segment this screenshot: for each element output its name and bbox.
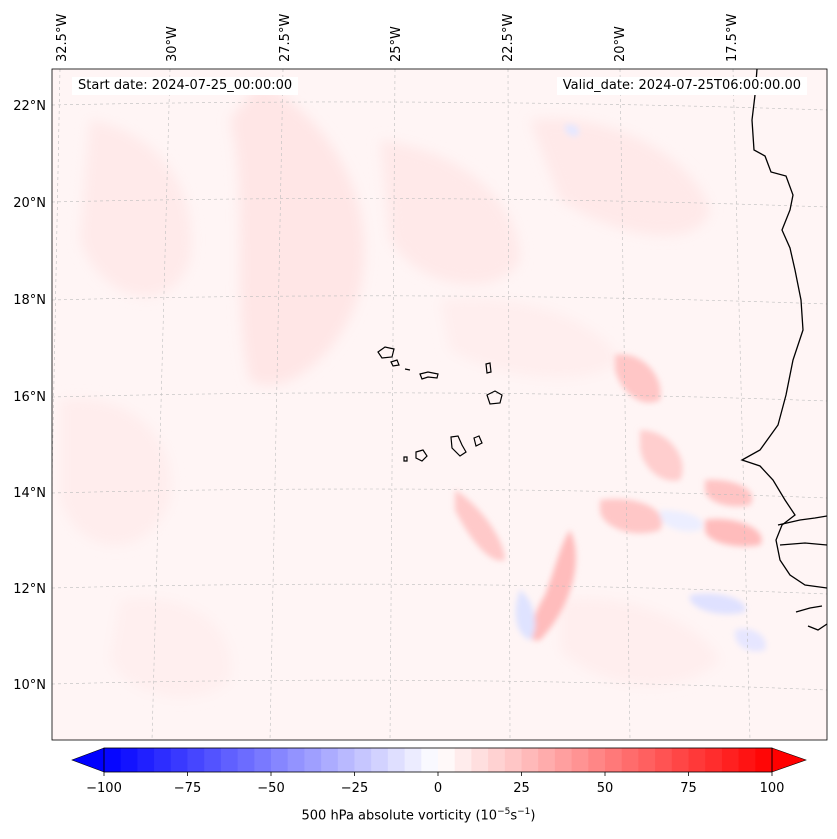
start-date-label: Start date: 2024-07-25_00:00:00 bbox=[72, 77, 299, 95]
colorbar-segment bbox=[705, 748, 723, 772]
colorbar-tick-label: −50 bbox=[257, 781, 284, 796]
colorbar-extend-low bbox=[71, 747, 105, 773]
colorbar-segment bbox=[137, 748, 155, 772]
colorbar-label-exponent: −5 bbox=[497, 807, 511, 817]
colorbar-segment bbox=[170, 748, 189, 772]
latitude-labels: 22°N 20°N 18°N 16°N 14°N 12°N 10°N bbox=[13, 99, 46, 693]
colorbar-label: 500 hPa absolute vorticity (10−5s−1) bbox=[0, 807, 837, 823]
colorbar-label-unit: s bbox=[510, 808, 518, 824]
map-frame bbox=[51, 68, 828, 741]
valid-date-label: Valid_date: 2024-07-25T06:00:00.00 bbox=[556, 77, 807, 95]
colorbar-segment bbox=[571, 748, 589, 772]
lat-label: 14°N bbox=[13, 486, 46, 501]
colorbar-segment bbox=[755, 748, 773, 772]
colorbar-segment bbox=[404, 748, 422, 772]
colorbar-segment bbox=[254, 748, 272, 772]
colorbar-segment bbox=[354, 748, 372, 772]
colorbar-label-prefix: 500 hPa absolute vorticity (10 bbox=[301, 808, 498, 824]
colorbar-segment bbox=[104, 748, 122, 772]
map-panel bbox=[52, 69, 827, 740]
colorbar-tick-label: −100 bbox=[86, 781, 122, 796]
coastlines bbox=[740, 69, 827, 631]
island-boa-vista bbox=[486, 390, 503, 405]
colorbar-segment bbox=[438, 748, 456, 772]
colorbar-segment bbox=[220, 748, 239, 772]
colorbar-segments bbox=[104, 748, 773, 772]
colorbar-segment bbox=[588, 748, 606, 772]
colorbar-segment bbox=[387, 748, 406, 772]
map-gridlines bbox=[52, 69, 827, 740]
lat-label: 16°N bbox=[13, 390, 46, 405]
colorbar-segment bbox=[504, 748, 523, 772]
colorbar-segment bbox=[287, 748, 305, 772]
island-sal bbox=[485, 362, 492, 374]
colorbar-tick-label: −25 bbox=[341, 781, 368, 796]
colorbar-segment bbox=[421, 748, 439, 772]
colorbar-segment bbox=[271, 748, 289, 772]
colorbar-segment bbox=[337, 748, 356, 772]
longitude-labels: 32.5°W 30°W 27.5°W 25°W 22.5°W 20°W 17.5… bbox=[55, 14, 740, 62]
lat-label: 22°N bbox=[13, 99, 46, 114]
island-santa-luzia bbox=[404, 368, 411, 371]
colorbar-tick-label: 100 bbox=[760, 781, 785, 796]
colorbar-segment bbox=[371, 748, 389, 772]
colorbar-segment bbox=[721, 748, 740, 772]
colorbar-segment bbox=[738, 748, 756, 772]
colorbar-segment bbox=[187, 748, 205, 772]
colorbar-segment bbox=[621, 748, 639, 772]
colorbar-segment bbox=[154, 748, 172, 772]
lon-label: 32.5°W bbox=[55, 14, 70, 62]
colorbar-label-suffix: ) bbox=[530, 808, 536, 824]
vorticity-field-strong bbox=[455, 124, 766, 652]
colorbar-ticks bbox=[103, 772, 773, 776]
colorbar-segment bbox=[120, 748, 138, 772]
colorbar-segment bbox=[237, 748, 255, 772]
africa-coastline bbox=[740, 69, 827, 589]
colorbar-segment bbox=[454, 748, 472, 772]
vorticity-field bbox=[60, 80, 720, 698]
lat-label: 10°N bbox=[13, 678, 46, 693]
colorbar-segment bbox=[554, 748, 573, 772]
lat-label: 20°N bbox=[13, 196, 46, 211]
lat-label: 18°N bbox=[13, 293, 46, 308]
colorbar-label-exponent: −1 bbox=[517, 807, 531, 817]
colorbar-segment bbox=[521, 748, 539, 772]
lon-label: 22.5°W bbox=[501, 14, 516, 62]
colorbar-segment bbox=[471, 748, 489, 772]
colorbar-segment bbox=[671, 748, 690, 772]
colorbar-segment bbox=[304, 748, 322, 772]
lat-label: 12°N bbox=[13, 582, 46, 597]
island-fogo bbox=[415, 449, 428, 462]
island-maio bbox=[473, 435, 483, 447]
lon-label: 27.5°W bbox=[278, 14, 293, 62]
colorbar-extend-high bbox=[771, 747, 807, 773]
island-santiago bbox=[450, 435, 467, 457]
island-sao-vicente bbox=[390, 359, 400, 367]
colorbar-tick-label: 25 bbox=[513, 781, 530, 796]
colorbar-tick-label: 75 bbox=[680, 781, 697, 796]
colorbar-segment bbox=[688, 748, 706, 772]
colorbar-segment bbox=[638, 748, 656, 772]
colorbar-segment bbox=[655, 748, 673, 772]
cape-verde-islands bbox=[377, 346, 503, 462]
colorbar-segment bbox=[488, 748, 506, 772]
lon-label: 25°W bbox=[389, 26, 404, 62]
lon-label: 20°W bbox=[613, 26, 628, 62]
lon-label: 30°W bbox=[165, 26, 180, 62]
colorbar: −100 −75 −50 −25 0 25 50 75 100 bbox=[71, 747, 807, 796]
island-santo-antao bbox=[377, 346, 395, 359]
island-brava bbox=[403, 456, 408, 462]
colorbar-segment bbox=[605, 748, 623, 772]
colorbar-tick-label: 0 bbox=[434, 781, 442, 796]
lon-label: 17.5°W bbox=[725, 14, 740, 62]
colorbar-tick-label: −75 bbox=[174, 781, 201, 796]
colorbar-tick-labels: −100 −75 −50 −25 0 25 50 75 100 bbox=[86, 781, 784, 796]
colorbar-segment bbox=[321, 748, 339, 772]
colorbar-segment bbox=[538, 748, 556, 772]
island-sao-nicolau bbox=[419, 371, 439, 380]
colorbar-segment bbox=[204, 748, 222, 772]
colorbar-tick-label: 50 bbox=[597, 781, 614, 796]
